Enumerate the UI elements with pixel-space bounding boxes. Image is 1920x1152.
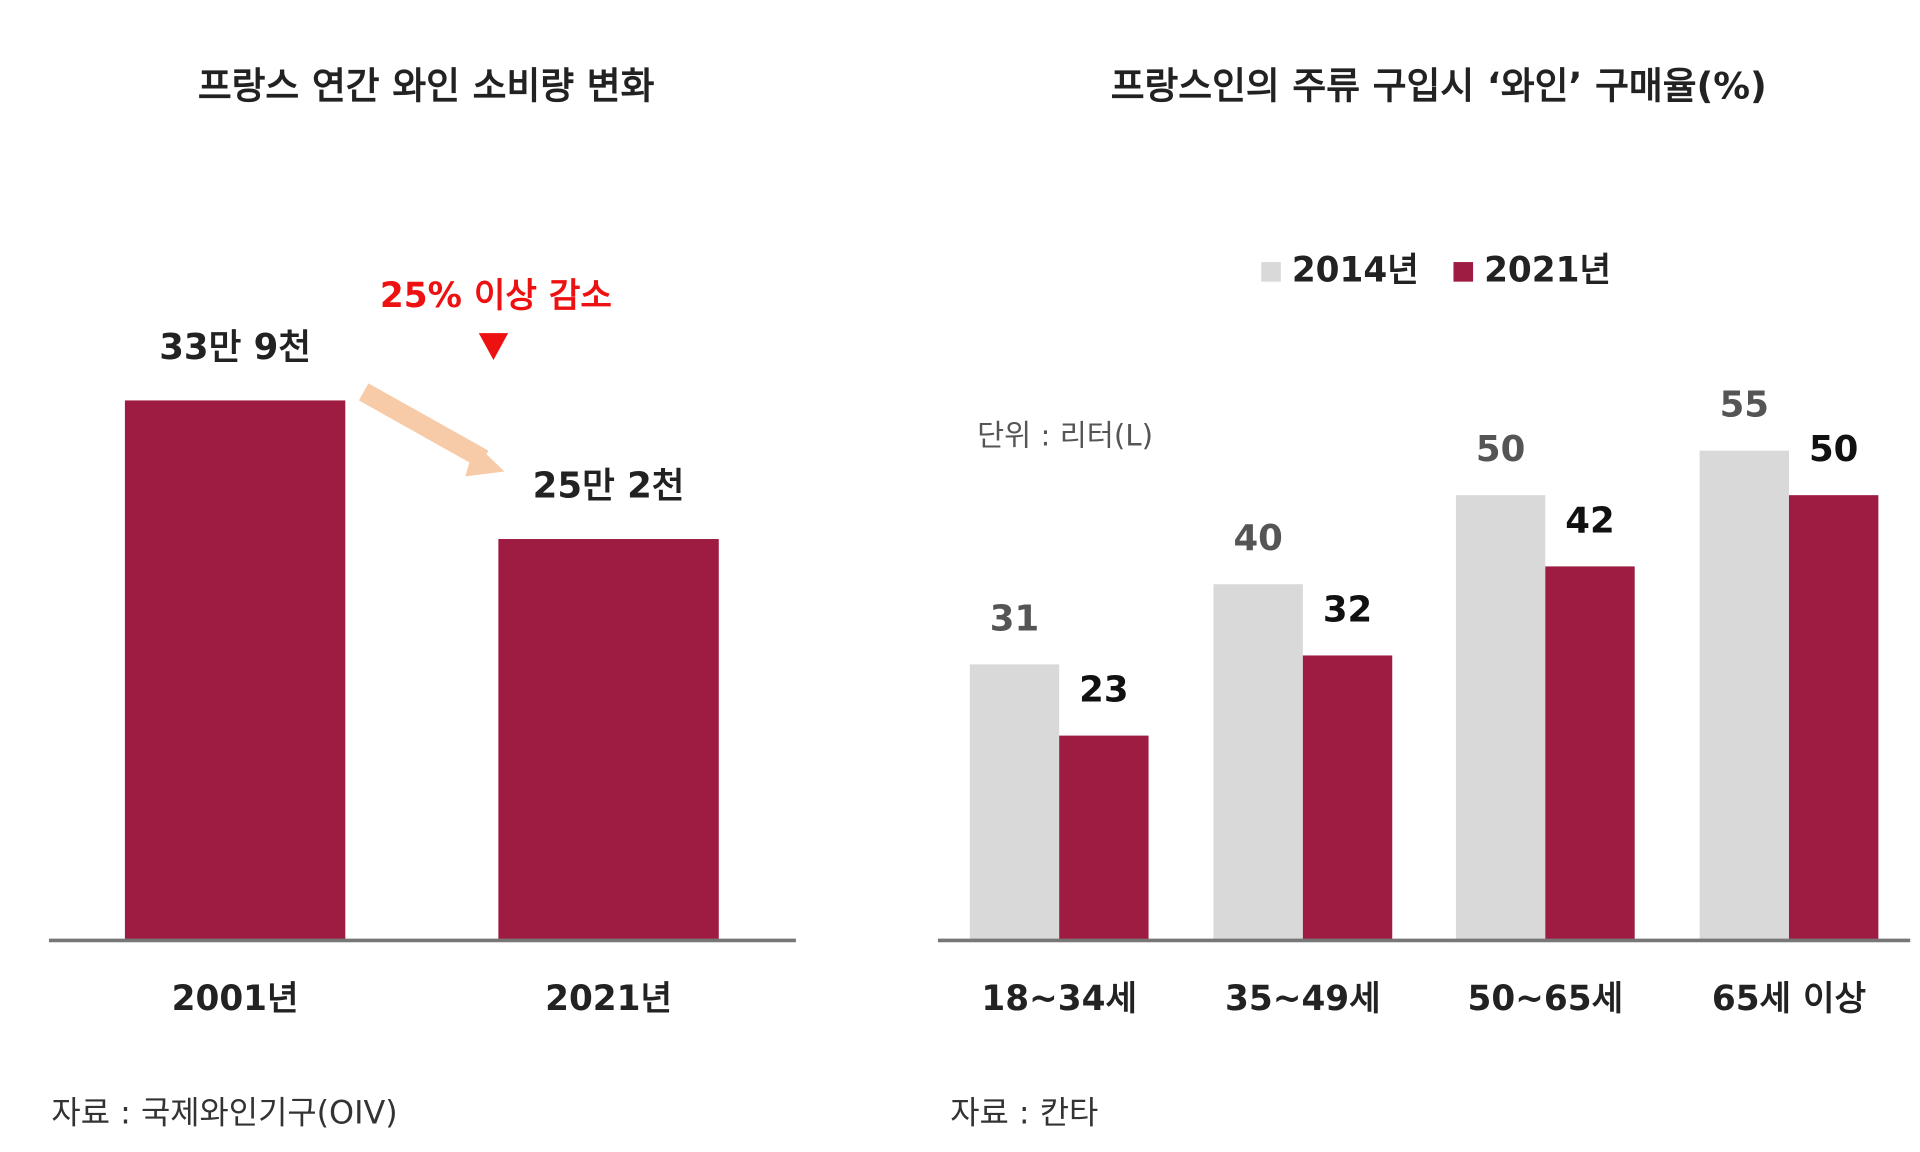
bar bbox=[1788, 495, 1879, 941]
bar bbox=[498, 539, 719, 941]
source: 자료 : 칸타 bbox=[950, 1093, 1098, 1131]
unit-note: 단위 : 리터(L) bbox=[977, 419, 1153, 453]
bar bbox=[969, 664, 1060, 941]
x-tick-label: 35~49세 bbox=[1225, 979, 1381, 1019]
value-label: 42 bbox=[1565, 500, 1614, 541]
legend-swatch bbox=[1453, 262, 1474, 282]
x-tick-label: 2021년 bbox=[545, 979, 672, 1019]
source: 자료 : 국제와인기구(OIV) bbox=[51, 1093, 397, 1131]
legend-label: 2021년 bbox=[1484, 250, 1611, 290]
value-label: 40 bbox=[1233, 518, 1282, 559]
x-tick-label: 65세 이상 bbox=[1712, 979, 1866, 1019]
bar bbox=[1699, 450, 1789, 941]
arrow bbox=[358, 383, 489, 468]
arrow-head bbox=[465, 443, 505, 477]
value-label: 55 bbox=[1720, 385, 1769, 426]
value-label: 33만 9천 bbox=[159, 327, 311, 368]
value-label: 31 bbox=[990, 598, 1039, 639]
bar bbox=[1213, 584, 1303, 941]
bar bbox=[1059, 735, 1149, 941]
chart-title: 프랑스 연간 와인 소비량 변화 bbox=[198, 65, 655, 108]
value-label: 50 bbox=[1476, 429, 1525, 470]
value-label: 50 bbox=[1809, 429, 1858, 470]
value-label: 25만 2천 bbox=[533, 466, 685, 507]
value-label: 32 bbox=[1323, 589, 1372, 630]
annotation: 25% 이상 감소 bbox=[380, 276, 612, 316]
value-label: 23 bbox=[1079, 670, 1128, 711]
x-tick-label: 50~65세 bbox=[1468, 979, 1624, 1019]
bar bbox=[1455, 495, 1546, 941]
x-tick-label: 2001년 bbox=[172, 979, 299, 1019]
down-triangle bbox=[478, 333, 509, 361]
legend-swatch bbox=[1261, 262, 1281, 282]
bar bbox=[124, 400, 346, 941]
chart-title: 프랑스인의 주류 구입시 ‘와인’ 구매율(%) bbox=[1111, 65, 1767, 108]
bar bbox=[1302, 655, 1393, 941]
legend-label: 2014년 bbox=[1292, 250, 1419, 290]
bar bbox=[1545, 566, 1635, 941]
x-tick-label: 18~34세 bbox=[981, 979, 1137, 1019]
